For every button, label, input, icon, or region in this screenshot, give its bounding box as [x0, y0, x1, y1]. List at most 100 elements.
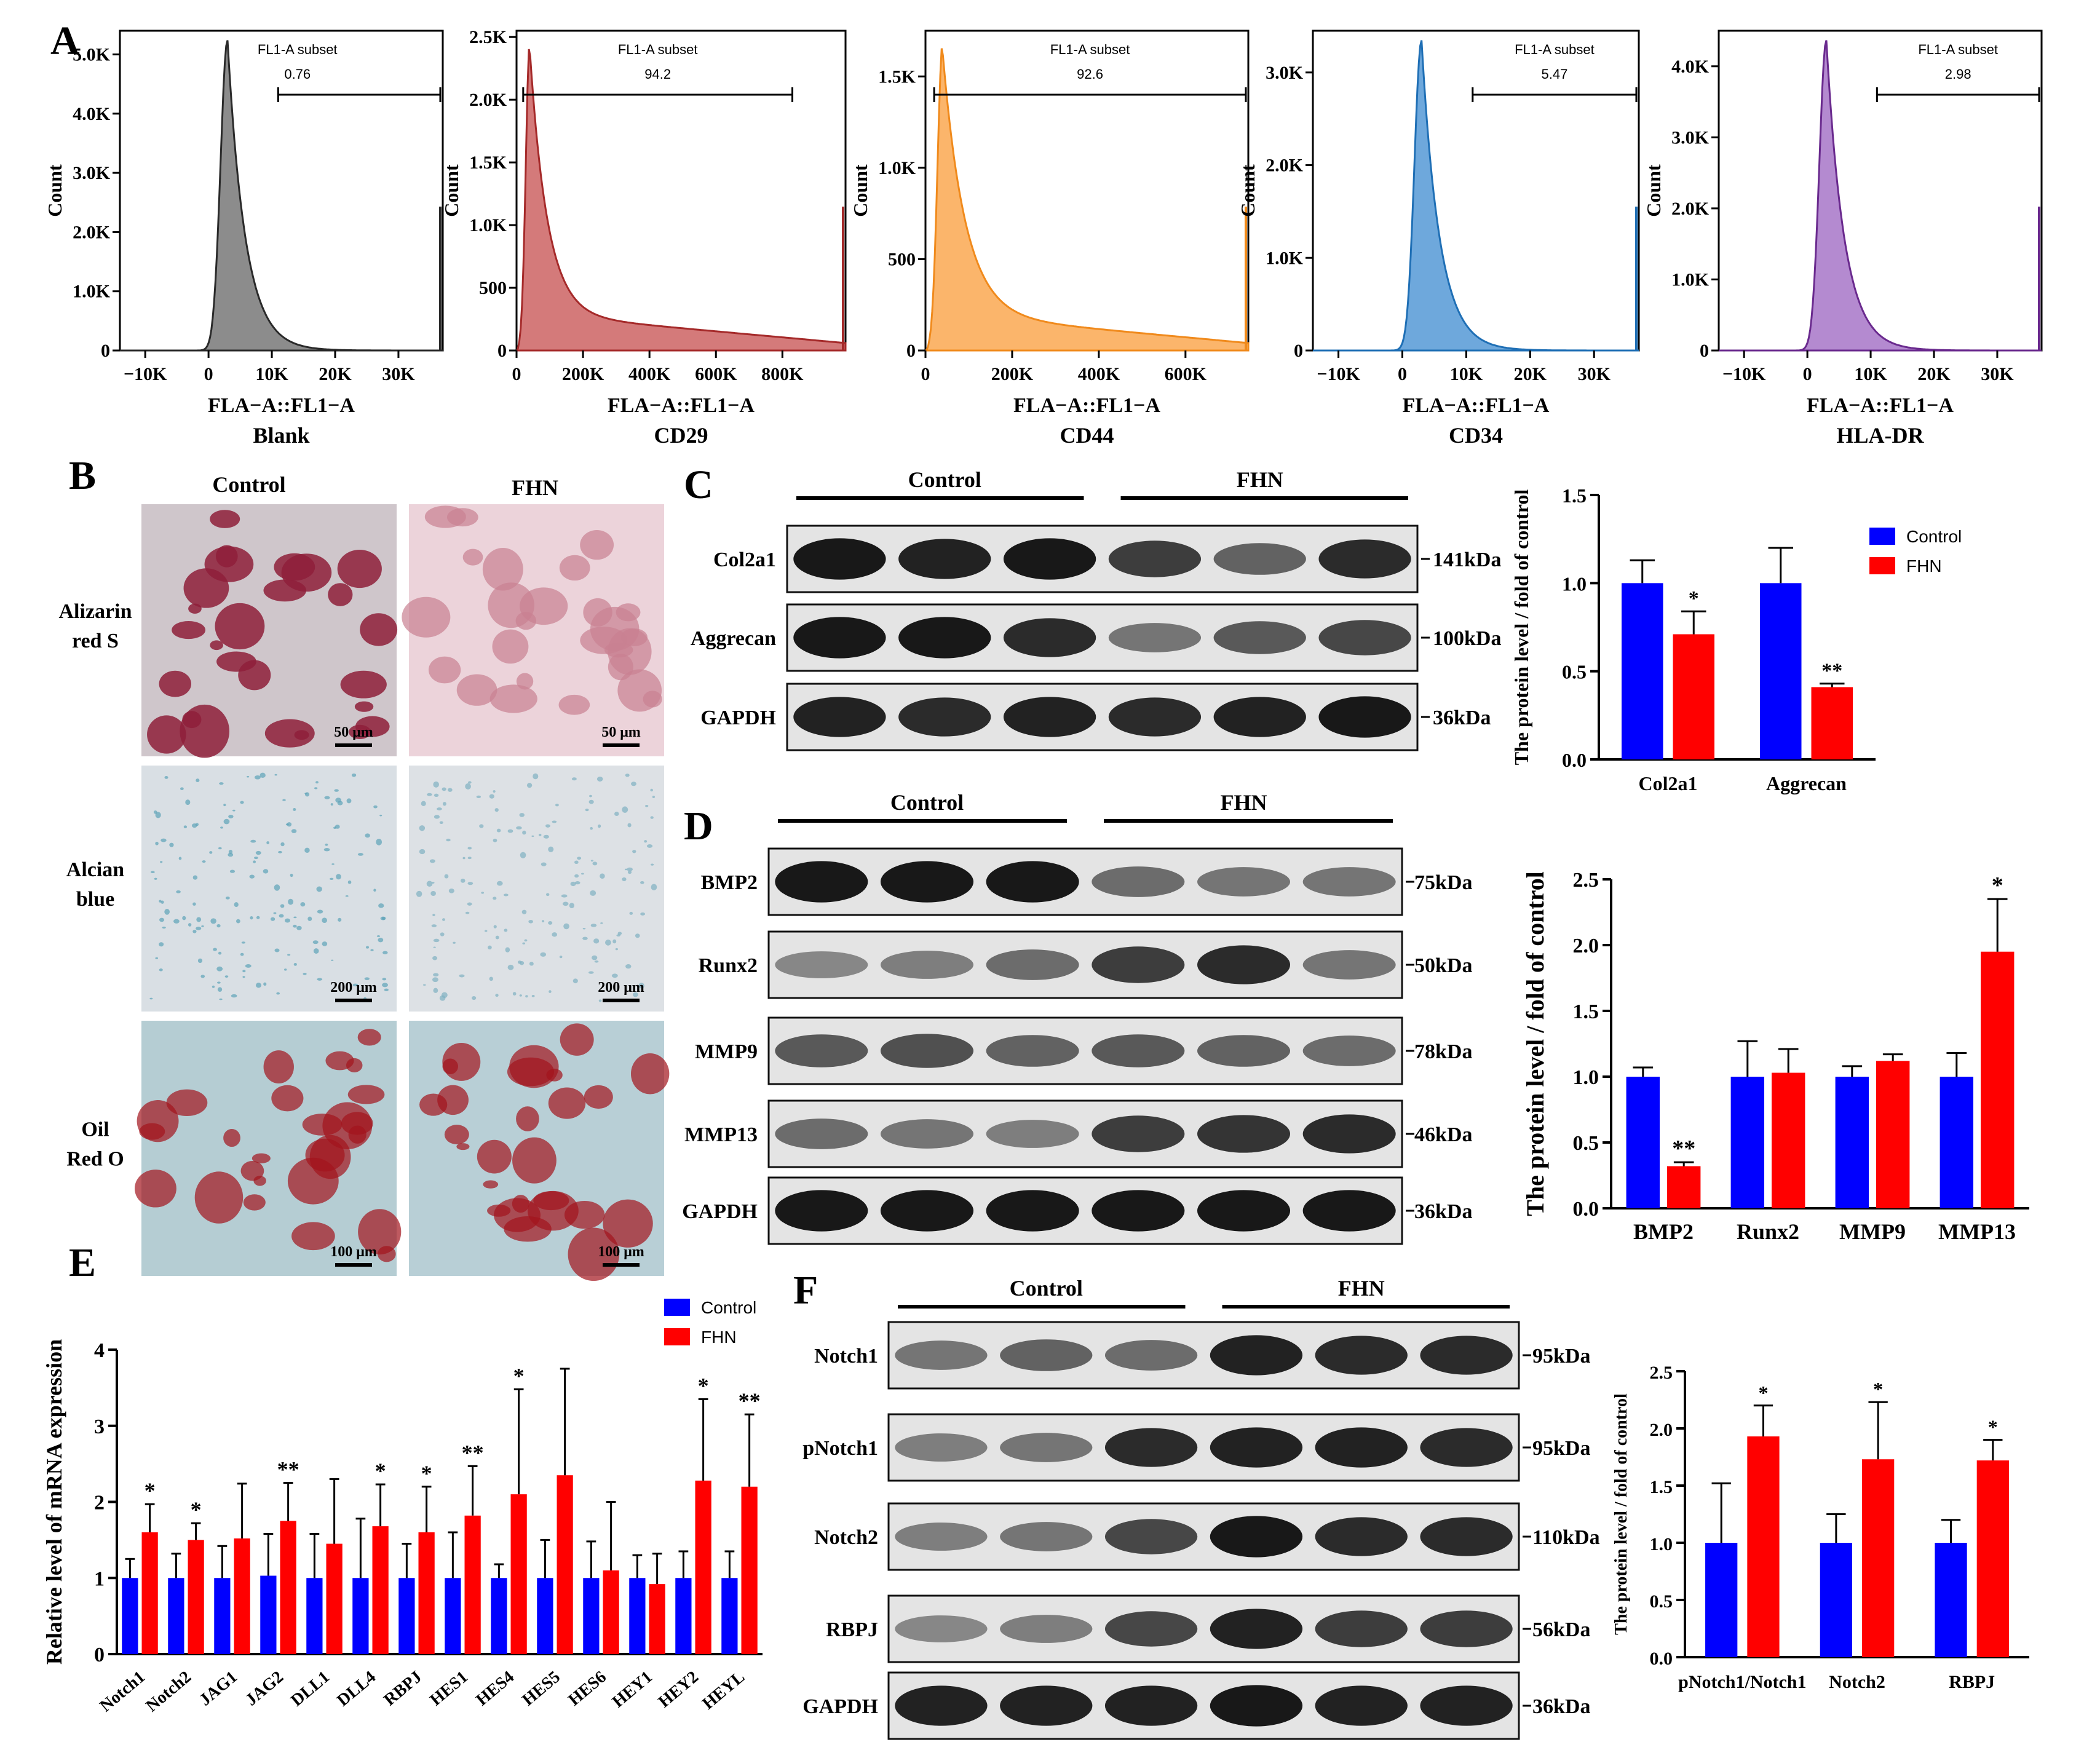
legend-label: Control: [1906, 527, 1962, 546]
blot-band: [880, 951, 974, 979]
y-tick-label: 2.0: [1650, 1420, 1673, 1440]
blot-kda: 141kDa: [1433, 548, 1501, 571]
stain-blob: [164, 909, 170, 915]
blot-membrane: [767, 1099, 1403, 1168]
blot-band: [898, 617, 991, 659]
stain-blob: [322, 917, 327, 923]
bar-control: [1935, 1543, 1967, 1657]
blot-label: pNotch1: [802, 1437, 878, 1460]
stain-blob: [432, 956, 438, 960]
stain-blob: [178, 857, 182, 860]
y-axis-label: Count: [849, 164, 871, 217]
blot-band: [1213, 543, 1306, 575]
blot-band: [1302, 1190, 1396, 1232]
blot-band: [1210, 1335, 1303, 1376]
stain-blob: [228, 849, 233, 854]
y-tick-label: 3.0K: [73, 163, 111, 183]
stain-blob: [147, 715, 186, 754]
stain-blob: [358, 1209, 402, 1255]
stain-blob: [245, 964, 252, 968]
stain-blob: [255, 983, 261, 988]
stain-blob: [234, 902, 239, 908]
y-tick-label: 2.0K: [469, 90, 507, 110]
stain-blob: [219, 782, 224, 785]
stain-blob: [191, 823, 197, 828]
category-label: MMP9: [1839, 1219, 1906, 1244]
y-tick-label: 1.0: [1650, 1534, 1673, 1554]
stain-blob: [293, 924, 297, 928]
stain-image-0-0: 50 μm: [141, 504, 398, 758]
bar-control: [1705, 1543, 1738, 1657]
stain-blob: [223, 804, 226, 807]
stain-blob: [196, 778, 200, 783]
blot-band: [880, 861, 974, 903]
stain-blob: [354, 701, 374, 712]
stain-blob: [482, 548, 523, 591]
legend-label: FHN: [701, 1328, 737, 1347]
bar-fhn: [1811, 687, 1853, 759]
blot-band: [986, 949, 1079, 980]
x-axis-label: FLA−A::FL1−A: [608, 394, 755, 417]
stain-blob: [540, 952, 547, 957]
x-axis-label: FLA−A::FL1−A: [1807, 394, 1954, 417]
stain-blob: [159, 670, 191, 697]
stain-blob: [402, 596, 451, 638]
x-tick-label: 20K: [1514, 364, 1547, 384]
stain-blob: [525, 995, 528, 998]
stain-blob: [522, 942, 526, 944]
stain-blob: [630, 1053, 670, 1095]
bar-chart-C: 0.0 0.5 1.0 1.5 The protein level / fold of …: [1510, 485, 1962, 794]
y-tick-label: 0.0: [1650, 1649, 1673, 1669]
blot-label: MMP9: [695, 1040, 758, 1063]
stain-blob: [254, 857, 258, 860]
blot-row-gapdh: GAPDH 36kDa: [682, 1176, 1472, 1245]
stain-blob: [515, 612, 537, 630]
blot-band: [895, 1685, 988, 1726]
category-label: DLL4: [333, 1668, 379, 1711]
stain-blob: [224, 975, 229, 978]
stain-blob: [493, 925, 497, 928]
blot-label: GAPDH: [682, 1200, 758, 1223]
stain-blob: [357, 1029, 381, 1046]
y-tick-label: 1.5K: [469, 152, 507, 173]
stain-blob: [384, 988, 389, 991]
stain-blob: [627, 867, 633, 871]
blot-label: Col2a1: [713, 548, 776, 571]
stain-blob: [149, 997, 153, 1000]
panel-letter-F: F: [793, 1268, 818, 1313]
stain-blob: [526, 783, 533, 788]
stain-blob: [545, 824, 550, 828]
stain-blob: [524, 939, 528, 942]
stain-blob: [337, 549, 382, 588]
stain-blob: [135, 1170, 176, 1208]
stain-blob: [252, 1153, 271, 1163]
bar-control: [122, 1578, 138, 1654]
stain-blob: [242, 970, 246, 973]
stain-blob: [558, 694, 590, 715]
stain-blob: [434, 815, 440, 819]
stain-blob: [488, 945, 492, 950]
stain-blob: [183, 825, 188, 828]
y-tick-label: 2.5: [1573, 869, 1599, 892]
blot-band: [775, 861, 868, 903]
blot-band: [1108, 623, 1202, 652]
stain-blob: [507, 829, 513, 833]
stain-image-1-1: 200 μm: [409, 766, 664, 1012]
stain-blob: [596, 776, 603, 782]
x-tick-label: 200K: [991, 364, 1034, 384]
x-tick-label: 30K: [1981, 364, 2014, 384]
stain-blob: [446, 838, 451, 842]
stain-blob: [263, 579, 307, 602]
stain-blob: [290, 873, 293, 877]
group-label-control: Control: [890, 790, 964, 815]
bar-fhn: [557, 1475, 573, 1654]
stain-blob: [280, 904, 285, 908]
stain-blob: [650, 816, 654, 819]
stain-blob: [577, 857, 582, 860]
stain-blob: [542, 920, 545, 922]
stain-blob: [282, 799, 286, 801]
blot-band: [1104, 1611, 1198, 1647]
gate-label: FL1-A subset: [1515, 42, 1595, 57]
stain-blob: [428, 656, 461, 684]
